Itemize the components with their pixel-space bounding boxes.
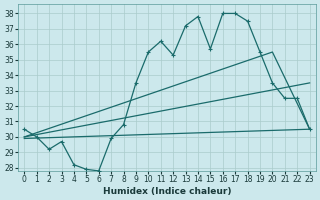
X-axis label: Humidex (Indice chaleur): Humidex (Indice chaleur): [103, 187, 231, 196]
